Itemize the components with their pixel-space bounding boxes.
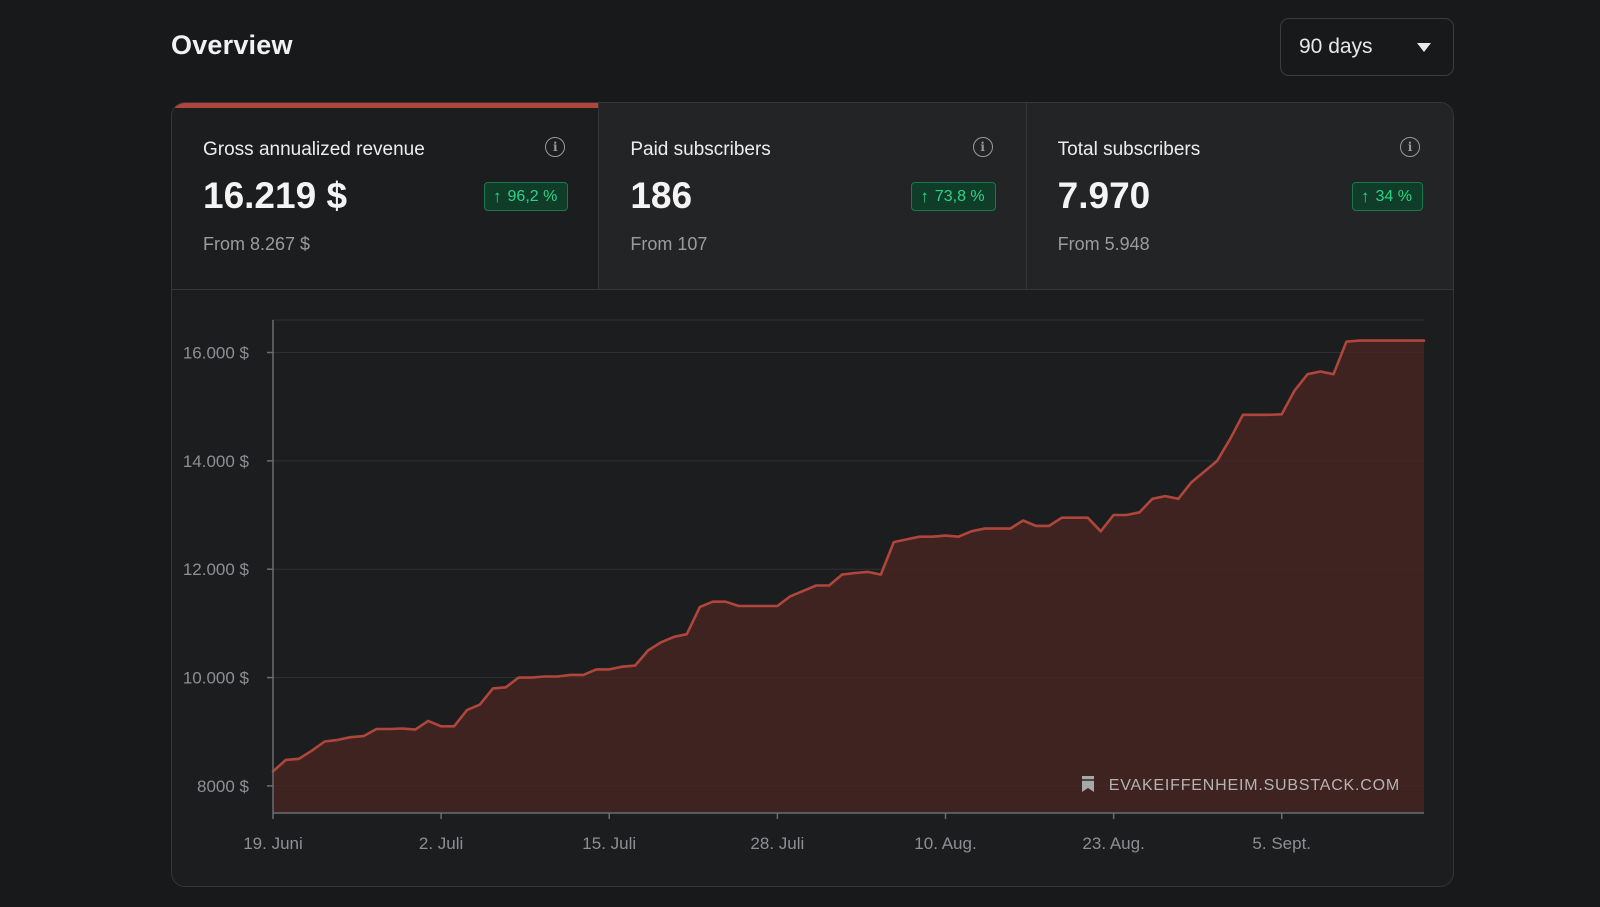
- metric-from: From 5.948: [1057, 234, 1150, 254]
- y-tick-label: 10.000 $: [183, 669, 250, 688]
- chevron-down-icon: [1417, 42, 1431, 52]
- series-line: [271, 339, 1426, 773]
- y-tick-label: 12.000 $: [183, 560, 250, 579]
- metric-gross-revenue[interactable]: Gross annualized revenue i 16.219 $ ↑ 96…: [172, 103, 599, 289]
- metric-paid-subscribers[interactable]: Paid subscribers i 186 ↑ 73,8 % From 107: [598, 103, 1026, 289]
- metric-total-subscribers[interactable]: Total subscribers i 7.970 ↑ 34 % From 5.…: [1025, 103, 1453, 289]
- y-tick-label: 16.000 $: [183, 344, 250, 363]
- x-tick-label: 5. Sept.: [1252, 834, 1311, 853]
- watermark-text: EVAKEIFFENHEIM.SUBSTACK.COM: [1109, 777, 1400, 794]
- metric-value: 186: [630, 175, 693, 216]
- metrics-row: Gross annualized revenue i 16.219 $ ↑ 96…: [172, 103, 1453, 290]
- x-tick-label: 19. Juni: [243, 834, 303, 853]
- metric-value: 16.219 $: [203, 175, 348, 216]
- change-badge: ↑ 96,2 %: [484, 182, 569, 211]
- x-tick-label: 15. Juli: [582, 834, 636, 853]
- info-icon[interactable]: i: [972, 137, 993, 157]
- change-badge: ↑ 34 %: [1352, 182, 1423, 211]
- arrow-up-icon: ↑: [493, 186, 502, 206]
- metric-label: Paid subscribers: [630, 139, 771, 160]
- arrow-up-icon: ↑: [1361, 186, 1370, 206]
- info-icon[interactable]: i: [545, 137, 566, 157]
- active-indicator: [172, 103, 599, 108]
- change-badge: ↑ 73,8 %: [911, 182, 996, 211]
- x-tick-label: 23. Aug.: [1082, 834, 1144, 853]
- y-tick-label: 8000 $: [197, 777, 250, 796]
- info-icon[interactable]: i: [1399, 137, 1420, 157]
- metric-from: From 8.267 $: [203, 234, 311, 254]
- series-area: [273, 340, 1424, 813]
- x-tick-label: 2. Juli: [419, 834, 463, 853]
- page-title: Overview: [171, 30, 293, 60]
- change-value: 96,2 %: [507, 187, 558, 205]
- arrow-up-icon: ↑: [920, 186, 929, 206]
- date-range-value: 90 days: [1299, 35, 1373, 58]
- metric-value: 7.970: [1057, 175, 1151, 216]
- date-range-select[interactable]: 90 days: [1280, 18, 1454, 76]
- x-tick-label: 28. Juli: [750, 834, 804, 853]
- metric-from: From 107: [630, 234, 708, 254]
- metric-label: Total subscribers: [1057, 139, 1201, 160]
- metric-label: Gross annualized revenue: [203, 139, 425, 160]
- x-tick-label: 10. Aug.: [914, 834, 976, 853]
- change-value: 73,8 %: [934, 187, 985, 205]
- change-value: 34 %: [1375, 187, 1412, 205]
- y-tick-label: 14.000 $: [183, 452, 250, 471]
